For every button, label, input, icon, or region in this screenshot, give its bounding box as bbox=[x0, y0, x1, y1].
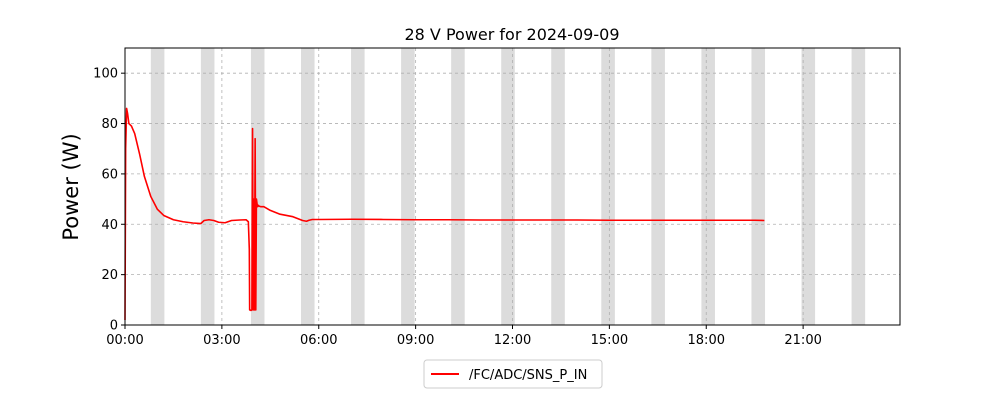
shaded-interval bbox=[801, 48, 816, 325]
x-tick-label: 21:00 bbox=[784, 333, 821, 348]
y-axis-label: Power (W) bbox=[59, 133, 83, 240]
series-layer bbox=[124, 107, 765, 320]
x-tick-label: 15:00 bbox=[591, 333, 628, 348]
y-axis-ticks: 0 20 40 60 80 100 bbox=[93, 67, 125, 334]
y-tick-label: 100 bbox=[93, 67, 118, 82]
shaded-interval bbox=[601, 48, 615, 325]
shaded-interval bbox=[200, 48, 215, 325]
series-line bbox=[124, 107, 765, 320]
shaded-interval bbox=[501, 48, 515, 325]
x-tick-label: 06:00 bbox=[300, 333, 337, 348]
x-tick-label: 00:00 bbox=[106, 333, 143, 348]
legend-label: /FC/ADC/SNS_P_IN bbox=[469, 368, 587, 383]
x-tick-label: 09:00 bbox=[397, 333, 434, 348]
shaded-interval bbox=[451, 48, 465, 325]
shaded-interval bbox=[401, 48, 415, 325]
y-tick-label: 60 bbox=[101, 167, 118, 182]
shaded-interval bbox=[300, 48, 315, 325]
shaded-intervals bbox=[150, 48, 866, 325]
y-tick-label: 20 bbox=[101, 268, 118, 283]
y-tick-label: 40 bbox=[101, 218, 118, 233]
legend: /FC/ADC/SNS_P_IN bbox=[423, 359, 603, 389]
chart-title: 28 V Power for 2024-09-09 bbox=[404, 25, 619, 44]
shaded-interval bbox=[551, 48, 565, 325]
legend-box bbox=[423, 359, 603, 389]
x-tick-label: 12:00 bbox=[494, 333, 531, 348]
x-tick-label: 03:00 bbox=[203, 333, 240, 348]
x-axis-ticks: 00:00 03:00 06:00 09:00 12:00 15:00 18:00 21:00 bbox=[106, 325, 822, 348]
x-tick-label: 18:00 bbox=[688, 333, 725, 348]
shaded-interval bbox=[351, 48, 365, 325]
shaded-interval bbox=[150, 48, 165, 325]
shaded-interval bbox=[751, 48, 766, 325]
shaded-interval bbox=[651, 48, 665, 325]
shaded-interval bbox=[851, 48, 866, 325]
y-tick-label: 80 bbox=[101, 117, 118, 132]
shaded-interval bbox=[701, 48, 715, 325]
y-tick-label: 0 bbox=[110, 319, 118, 334]
